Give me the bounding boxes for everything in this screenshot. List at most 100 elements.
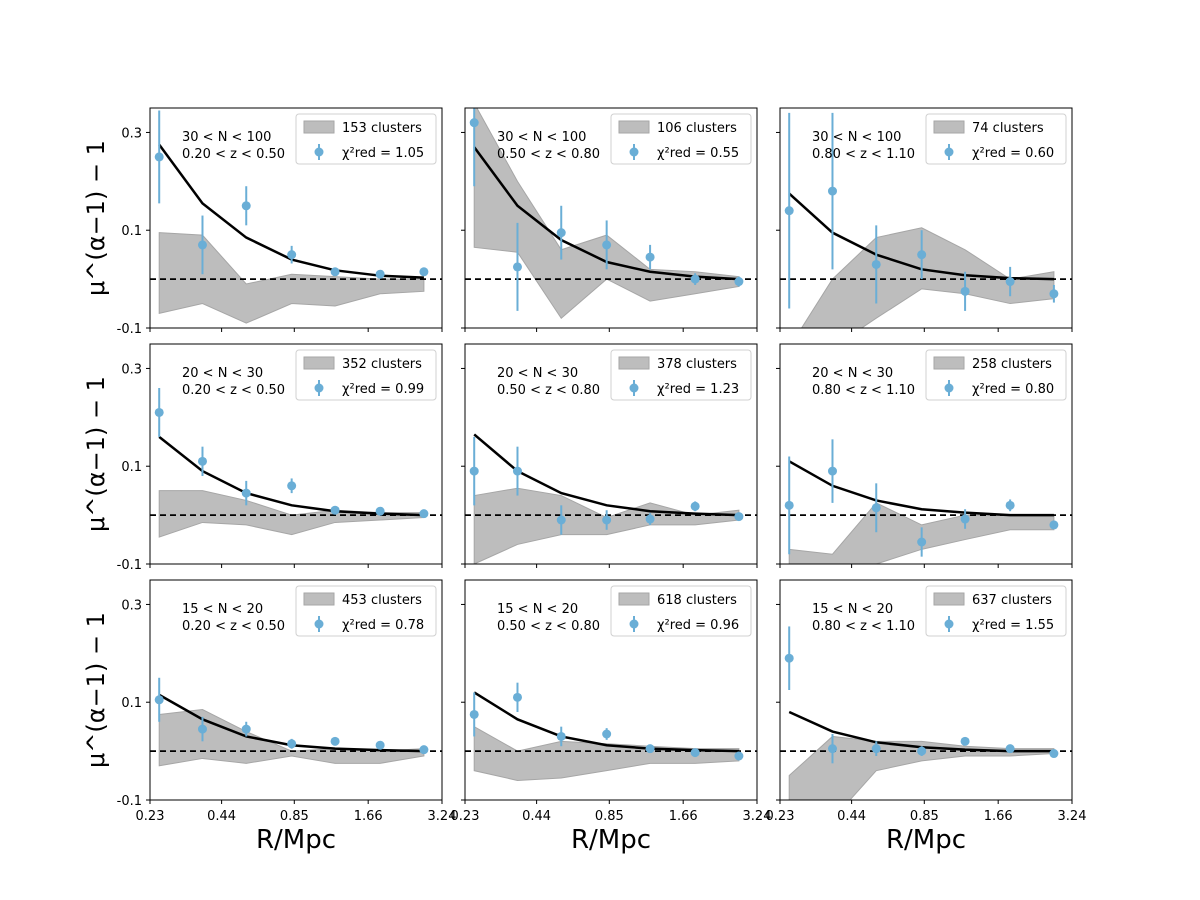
legend-band-label: 618 clusters	[657, 593, 737, 608]
panel-frame	[779, 343, 1073, 565]
data-point	[287, 250, 297, 260]
panel-6: 20 < N < 30 0.80 < z < 1.10 258 clusters χ²…	[776, 343, 1073, 568]
y-tick-label: -0.1	[117, 322, 142, 337]
data-point	[690, 748, 700, 758]
data-point	[197, 724, 207, 734]
data-point	[419, 267, 429, 277]
redshift-label: 0.20 < z < 0.50	[182, 147, 285, 162]
data-point	[917, 250, 927, 260]
legend: 618 clusters χ²red = 0.96	[610, 585, 752, 637]
legend-chi2-label: χ²red = 0.55	[657, 146, 739, 161]
legend-band-swatch	[303, 356, 335, 370]
legend-chi2-label: χ²red = 0.60	[972, 146, 1054, 161]
x-tick-label: 0.85	[910, 809, 939, 824]
legend-chi2-label: χ²red = 1.55	[972, 618, 1054, 633]
x-tick-label: 0.23	[451, 809, 480, 824]
panel-frame	[149, 107, 443, 329]
panel-4: -0.1 0.1 0.3 20 < N < 30 0.20 < z < 0.50 352 …	[117, 343, 443, 573]
panel-7: -0.1 0.1 0.3 0.23 0.44 0.85 1.66 3.24 15 < N < 2…	[117, 579, 457, 824]
plot-area	[150, 677, 442, 767]
cluster-band	[473, 725, 740, 781]
x-tick-label: 0.44	[837, 809, 866, 824]
legend-point-marker	[314, 147, 324, 157]
x-tick-label: 0.23	[766, 809, 795, 824]
plot-area	[780, 112, 1072, 328]
y-tick-label: 0.1	[121, 696, 142, 711]
data-point	[734, 512, 744, 522]
legend-band-swatch	[618, 120, 650, 134]
legend-band-label: 258 clusters	[972, 357, 1052, 372]
richness-label: 30 < N < 100	[497, 130, 586, 145]
legend-point-marker	[944, 619, 954, 629]
x-tick-label: 1.66	[354, 809, 383, 824]
y-tick-label: 0.1	[121, 224, 142, 239]
data-point	[512, 262, 522, 272]
redshift-label: 0.20 < z < 0.50	[182, 619, 285, 634]
data-point	[871, 259, 881, 269]
legend: 453 clusters χ²red = 0.78	[295, 585, 437, 637]
panel-frame	[779, 107, 1073, 329]
data-point	[287, 739, 297, 749]
x-tick-label: 3.24	[743, 809, 772, 824]
data-point	[1005, 744, 1015, 754]
data-point	[734, 751, 744, 761]
data-point	[1049, 289, 1059, 299]
data-point	[241, 201, 251, 211]
redshift-label: 0.50 < z < 0.80	[497, 147, 600, 162]
panel-1: -0.1 0.1 0.3 30 < N < 100 0.20 < z < 0.50 153…	[117, 107, 443, 337]
data-point	[556, 731, 566, 741]
legend-band-label: 74 clusters	[972, 121, 1044, 136]
data-point	[645, 744, 655, 754]
cluster-band	[158, 232, 425, 324]
legend-band-label: 352 clusters	[342, 357, 422, 372]
redshift-label: 0.80 < z < 1.10	[812, 619, 915, 634]
data-point	[469, 466, 479, 476]
panel-frame	[464, 579, 758, 801]
data-point	[330, 267, 340, 277]
data-point	[154, 152, 164, 162]
legend-band-swatch	[303, 592, 335, 606]
data-point	[827, 744, 837, 754]
richness-label: 15 < N < 20	[182, 602, 263, 617]
data-point	[602, 240, 612, 250]
data-point	[871, 744, 881, 754]
data-point	[960, 514, 970, 524]
panel-9: 0.23 0.44 0.85 1.66 3.24 15 < N < 20 0.80 < z …	[766, 579, 1086, 824]
legend-chi2-label: χ²red = 0.96	[657, 618, 739, 633]
panel-grid: -0.1 0.1 0.3 30 < N < 100 0.20 < z < 0.50 153…	[82, 107, 1086, 855]
x-tick-label: 0.44	[207, 809, 236, 824]
x-axis-label: R/Mpc	[571, 825, 651, 855]
plot-area	[465, 108, 757, 319]
y-tick-label: 0.3	[121, 362, 142, 377]
x-axis-label: R/Mpc	[886, 825, 966, 855]
y-tick-label: 0.3	[121, 126, 142, 141]
legend-band-label: 453 clusters	[342, 593, 422, 608]
data-point	[512, 692, 522, 702]
data-point	[375, 269, 385, 279]
legend: 74 clusters χ²red = 0.60	[925, 113, 1067, 165]
y-tick-label: 0.1	[121, 460, 142, 475]
panel-frame	[149, 343, 443, 565]
panel-frame	[779, 579, 1073, 801]
data-point	[1005, 277, 1015, 287]
y-axis-label: μ^(α−1) − 1	[82, 612, 110, 768]
legend-point-marker	[629, 147, 639, 157]
legend-point-marker	[944, 383, 954, 393]
legend-chi2-label: χ²red = 0.80	[972, 382, 1054, 397]
legend-band-label: 378 clusters	[657, 357, 737, 372]
data-point	[419, 509, 429, 519]
data-point	[784, 500, 794, 510]
plot-area	[150, 110, 442, 324]
model-line	[473, 691, 739, 753]
x-tick-label: 3.24	[428, 809, 457, 824]
data-point	[469, 118, 479, 128]
plot-area	[465, 433, 757, 564]
panel-8: 0.23 0.44 0.85 1.66 3.24 15 < N < 20 0.50 < z …	[451, 579, 772, 824]
data-point	[556, 228, 566, 238]
data-point	[960, 286, 970, 296]
x-tick-label: 0.44	[522, 809, 551, 824]
data-point	[734, 277, 744, 287]
data-point	[602, 515, 612, 525]
data-point	[197, 240, 207, 250]
